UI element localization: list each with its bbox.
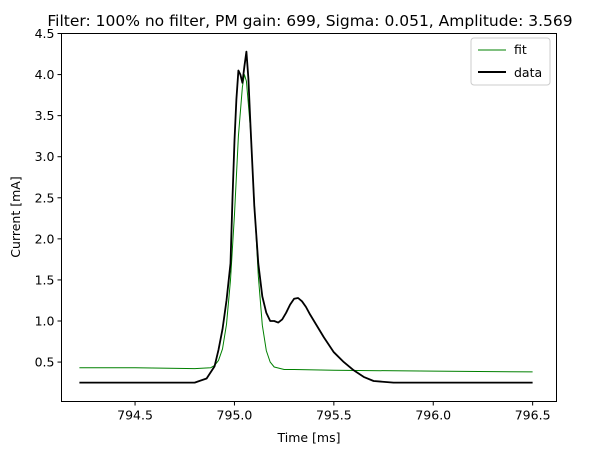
y-tick-label: 2.5 [35, 190, 55, 205]
y-axis-label: Current [mA] [8, 176, 23, 257]
y-tick-label: 0.5 [35, 355, 55, 370]
legend: fit data [470, 37, 551, 86]
x-tick-label: 795.0 [217, 408, 253, 423]
series-line-data [79, 50, 533, 384]
x-axis-ticks: 794.5 795.0 795.5 796.0 796.5 [117, 401, 551, 423]
chart-title: Filter: 100% no filter, PM gain: 699, Si… [47, 12, 572, 30]
x-tick-label: 794.5 [117, 408, 153, 423]
y-tick-label: 2.0 [35, 231, 55, 246]
plot-area [61, 33, 557, 402]
x-tick-label: 796.0 [415, 408, 451, 423]
y-tick-label: 3.0 [35, 149, 55, 164]
legend-label-data: data [514, 65, 542, 80]
x-tick-label: 796.5 [515, 408, 551, 423]
legend-label-fit: fit [514, 42, 527, 57]
y-tick-label: 1.0 [35, 314, 55, 329]
series-group [79, 50, 533, 384]
x-axis-label: Time [ms] [276, 430, 340, 445]
plot-frame [61, 33, 557, 402]
y-tick-label: 4.0 [35, 67, 55, 82]
y-tick-label: 3.5 [35, 108, 55, 123]
y-tick-label: 1.5 [35, 272, 55, 287]
y-axis-ticks: 0.5 1.0 1.5 2.0 2.5 3.0 3.5 4.0 4.5 [35, 26, 62, 370]
y-tick-label: 4.5 [35, 26, 55, 41]
x-tick-label: 795.5 [316, 408, 352, 423]
